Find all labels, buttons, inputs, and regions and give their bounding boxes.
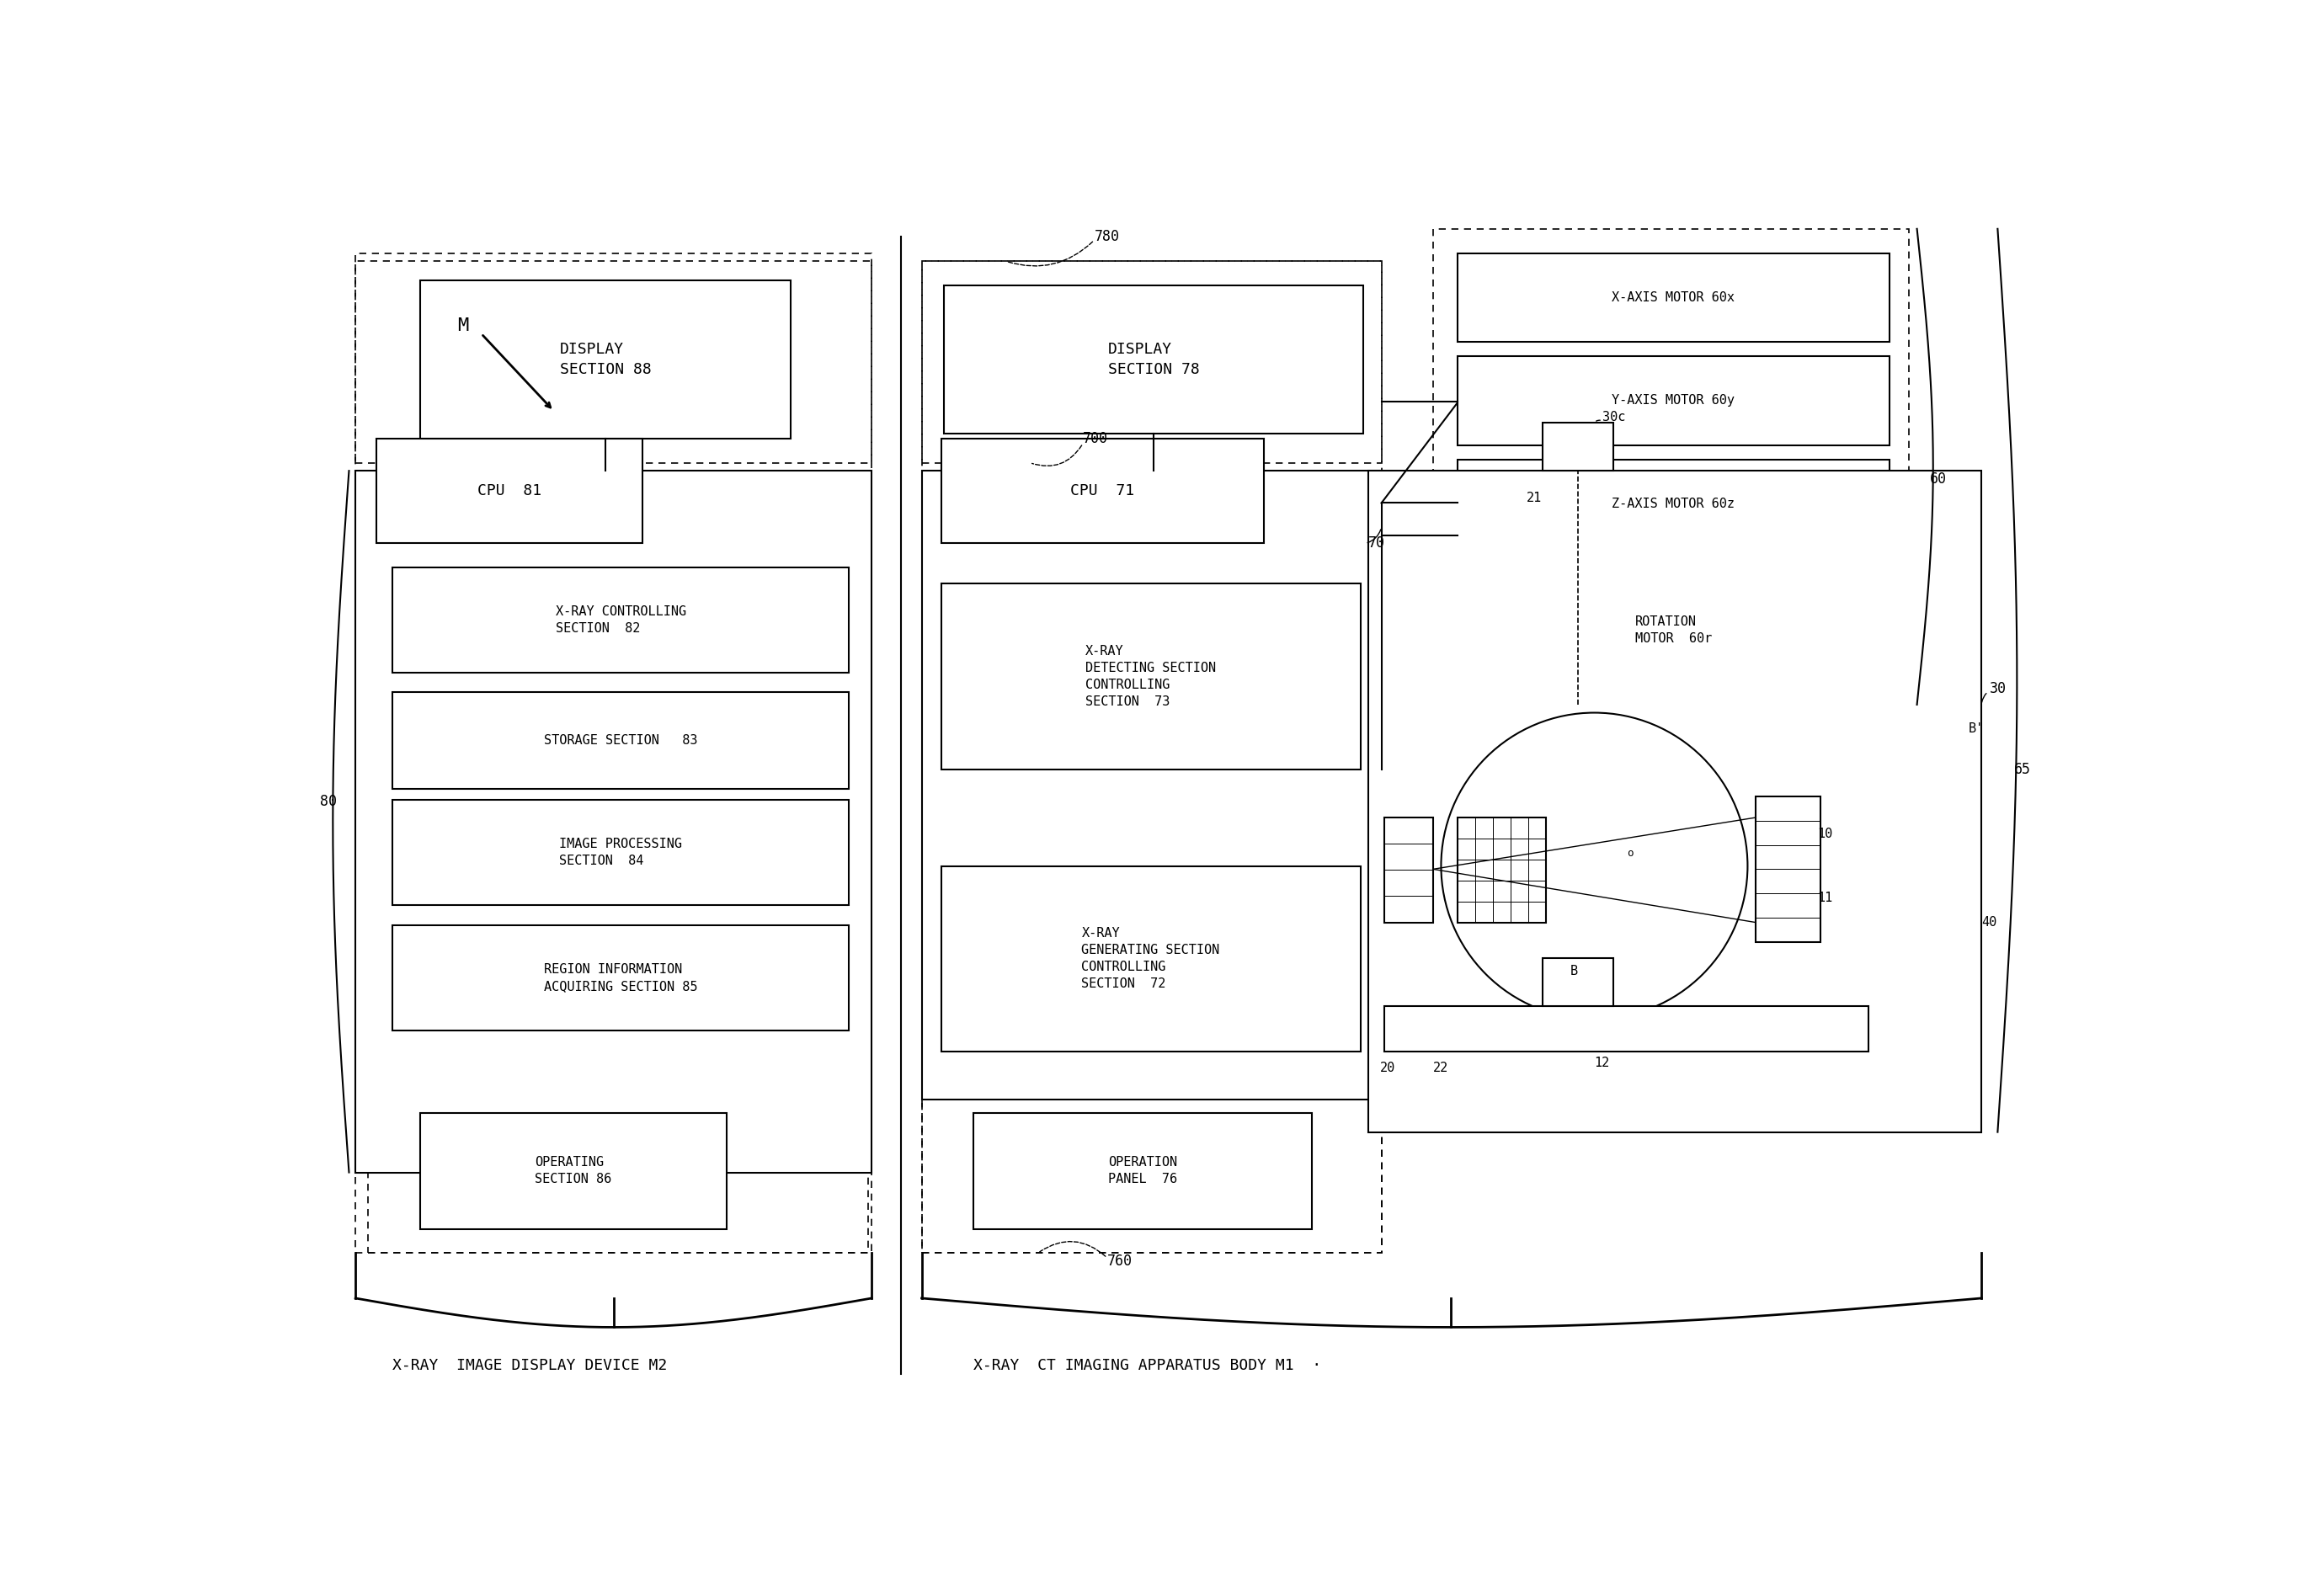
Text: M: M <box>458 317 469 335</box>
Text: DISPLAY
SECTION 88: DISPLAY SECTION 88 <box>560 342 651 377</box>
Text: X-RAY
DETECTING SECTION
CONTROLLING
SECTION  73: X-RAY DETECTING SECTION CONTROLLING SECT… <box>1085 646 1215 709</box>
Text: CPU  81: CPU 81 <box>476 484 541 498</box>
Bar <box>393 567 848 672</box>
Text: REGION INFORMATION
ACQUIRING SECTION 85: REGION INFORMATION ACQUIRING SECTION 85 <box>544 963 697 993</box>
Text: 65: 65 <box>2013 762 2031 776</box>
Text: DISPLAY
SECTION 78: DISPLAY SECTION 78 <box>1109 342 1199 377</box>
Bar <box>376 438 644 544</box>
Bar <box>1385 817 1434 922</box>
Text: X-RAY  IMAGE DISPLAY DEVICE M2: X-RAY IMAGE DISPLAY DEVICE M2 <box>393 1359 667 1373</box>
Text: o: o <box>1627 848 1634 858</box>
Bar <box>923 1100 1380 1254</box>
Text: OPERATING
SECTION 86: OPERATING SECTION 86 <box>535 1156 611 1186</box>
Bar <box>421 281 790 438</box>
Bar <box>1457 572 1889 688</box>
Text: Z-AXIS MOTOR 60z: Z-AXIS MOTOR 60z <box>1613 498 1734 511</box>
Text: 780: 780 <box>1095 229 1120 245</box>
Text: ROTATION
MOTOR  60r: ROTATION MOTOR 60r <box>1636 616 1713 646</box>
Bar <box>923 261 1380 1254</box>
Bar <box>393 691 848 789</box>
Text: 40: 40 <box>1982 916 1996 928</box>
Bar <box>356 253 872 1254</box>
Bar <box>1766 807 1808 930</box>
Text: 12: 12 <box>1594 1056 1611 1068</box>
Text: B: B <box>1571 965 1578 977</box>
Text: 10: 10 <box>1817 828 1831 840</box>
Text: 30: 30 <box>1989 680 2006 696</box>
Bar <box>944 286 1364 434</box>
Bar <box>974 1112 1313 1229</box>
Bar <box>370 1100 869 1254</box>
Bar <box>421 1112 727 1229</box>
Text: STORAGE SECTION   83: STORAGE SECTION 83 <box>544 734 697 746</box>
Bar <box>393 800 848 905</box>
Bar <box>1457 357 1889 445</box>
Bar <box>941 866 1360 1051</box>
Text: 22: 22 <box>1434 1062 1448 1075</box>
Bar <box>356 471 872 1172</box>
Text: OPERATION
PANEL  76: OPERATION PANEL 76 <box>1109 1156 1178 1186</box>
Bar <box>1385 1007 1868 1051</box>
Bar <box>356 261 872 463</box>
Text: 700: 700 <box>1083 430 1109 446</box>
Text: X-RAY
GENERATING SECTION
CONTROLLING
SECTION  72: X-RAY GENERATING SECTION CONTROLLING SEC… <box>1081 927 1220 990</box>
Bar <box>1457 253 1889 342</box>
Text: 80: 80 <box>321 793 337 809</box>
Text: 11: 11 <box>1817 892 1831 905</box>
Text: 70: 70 <box>1369 536 1385 551</box>
Text: X-RAY  CT IMAGING APPARATUS BODY M1  ·: X-RAY CT IMAGING APPARATUS BODY M1 · <box>974 1359 1322 1373</box>
Bar <box>923 471 1380 1100</box>
Text: 760: 760 <box>1106 1254 1132 1269</box>
Text: CPU  71: CPU 71 <box>1071 484 1134 498</box>
Text: Y-AXIS MOTOR 60y: Y-AXIS MOTOR 60y <box>1613 394 1734 407</box>
Text: IMAGE PROCESSING
SECTION  84: IMAGE PROCESSING SECTION 84 <box>560 837 683 867</box>
Text: X-AXIS MOTOR 60x: X-AXIS MOTOR 60x <box>1613 291 1734 303</box>
Bar <box>1434 229 1908 705</box>
Text: B': B' <box>1968 723 1985 735</box>
Text: 60: 60 <box>1929 471 1948 487</box>
Bar <box>393 925 848 1031</box>
Bar <box>941 584 1360 770</box>
Bar <box>1543 423 1613 471</box>
Bar <box>1543 958 1613 1007</box>
Bar <box>1457 459 1889 548</box>
Text: 20: 20 <box>1380 1062 1394 1075</box>
Text: 21: 21 <box>1527 492 1541 504</box>
Bar <box>1369 471 1982 1133</box>
Bar <box>1457 817 1545 922</box>
Bar <box>923 261 1380 463</box>
Text: 30c: 30c <box>1601 412 1624 424</box>
Bar <box>1755 796 1820 941</box>
Text: X-RAY CONTROLLING
SECTION  82: X-RAY CONTROLLING SECTION 82 <box>555 605 686 635</box>
Bar <box>941 438 1264 544</box>
